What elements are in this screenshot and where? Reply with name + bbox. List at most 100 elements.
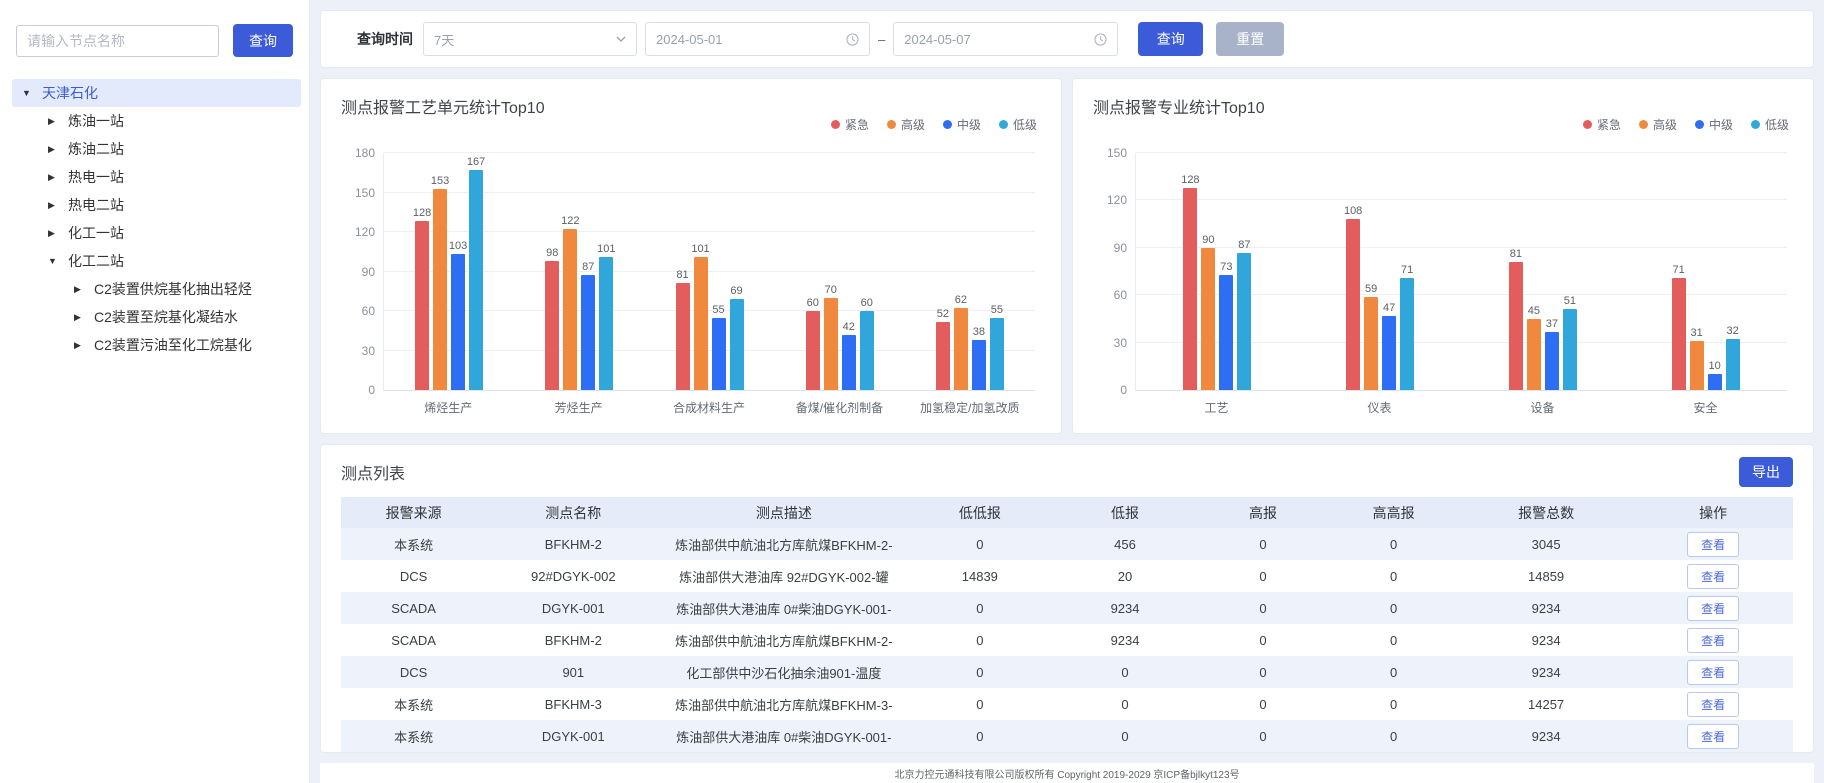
- table-column-header: 测点名称: [486, 497, 660, 528]
- table-cell: 0: [907, 656, 1052, 688]
- tree-item[interactable]: ▶ 热电一站: [12, 163, 301, 191]
- table-cell: 0: [1328, 688, 1459, 720]
- y-axis-tick-label: 150: [355, 186, 375, 200]
- table-cell: 0: [1052, 656, 1197, 688]
- view-button[interactable]: 查看: [1687, 660, 1739, 685]
- query-toolbar: 查询时间 7天 2024-05-01 – 2024-05-07 查询 重置: [320, 10, 1814, 68]
- date-from-value: 2024-05-01: [656, 32, 723, 47]
- table-cell: DGYK-001: [486, 592, 660, 624]
- table-cell: 0: [1328, 592, 1459, 624]
- tree-item[interactable]: ▼天津石化: [12, 79, 301, 107]
- tree-expand-icon[interactable]: ▶: [48, 172, 59, 183]
- main-content: 查询时间 7天 2024-05-01 – 2024-05-07 查询 重置 测点…: [310, 0, 1824, 783]
- bar-value-label: 122: [561, 215, 579, 227]
- chart-plot-area: 0306090120150128907387108594771814537517…: [1135, 153, 1787, 391]
- tree-item[interactable]: ▶C2装置至烷基化凝结水: [12, 303, 301, 331]
- chart-bar: 31: [1690, 341, 1704, 390]
- table-cell: 0: [1328, 624, 1459, 656]
- bar-value-label: 87: [1238, 239, 1250, 251]
- tree-item-label: 热电一站: [68, 167, 124, 187]
- legend-item[interactable]: 低级: [1751, 116, 1789, 133]
- bar-group: 128153103167: [384, 153, 514, 390]
- tree-collapse-icon[interactable]: ▼: [22, 88, 33, 98]
- chart-plot-area: 0306090120150180128153103167981228710181…: [383, 153, 1035, 391]
- clock-icon: [1094, 33, 1107, 46]
- tree-item[interactable]: ▼化工二站: [12, 247, 301, 275]
- table-column-header: 低报: [1052, 497, 1197, 528]
- tree-expand-icon[interactable]: ▶: [48, 200, 59, 211]
- view-button[interactable]: 查看: [1687, 724, 1739, 749]
- legend-item[interactable]: 低级: [999, 116, 1037, 133]
- legend-item[interactable]: 中级: [943, 116, 981, 133]
- node-search-input[interactable]: [16, 25, 219, 57]
- tree-item[interactable]: ▶C2装置供烷基化抽出轻烃: [12, 275, 301, 303]
- chart-bar: 47: [1382, 316, 1396, 390]
- date-from-input[interactable]: 2024-05-01: [645, 22, 870, 56]
- legend-item[interactable]: 紧急: [1583, 116, 1621, 133]
- table-cell: 炼油部供大港油库 92#DGYK-002-罐: [660, 560, 907, 592]
- bar-value-label: 59: [1365, 283, 1377, 295]
- table-header-row: 报警来源测点名称测点描述低低报低报高报高高报报警总数操作: [341, 497, 1793, 528]
- tree-item[interactable]: ▶ 炼油一站: [12, 107, 301, 135]
- table-cell: 0: [1328, 560, 1459, 592]
- table-cell-actions: 查看: [1633, 720, 1793, 752]
- legend-label: 紧急: [1597, 116, 1621, 133]
- view-button[interactable]: 查看: [1687, 692, 1739, 717]
- tree-item[interactable]: ▶ 化工一站: [12, 219, 301, 247]
- view-button[interactable]: 查看: [1687, 628, 1739, 653]
- tree-item[interactable]: ▶炼油二站: [12, 135, 301, 163]
- tree-expand-icon[interactable]: ▶: [48, 144, 59, 155]
- view-button[interactable]: 查看: [1687, 596, 1739, 621]
- table-row: 本系统BFKHM-3炼油部供中航油北方库航煤BFKHM-3-000014257查…: [341, 688, 1793, 720]
- tree-item-label: 化工一站: [68, 223, 124, 243]
- tree-expand-icon[interactable]: ▶: [48, 116, 59, 127]
- query-button[interactable]: 查询: [1138, 22, 1203, 56]
- tree-expand-icon[interactable]: ▶: [74, 340, 85, 351]
- bar-value-label: 51: [1564, 295, 1576, 307]
- legend-item[interactable]: 高级: [887, 116, 925, 133]
- tree-item-label: 热电二站: [68, 195, 124, 215]
- x-axis-category-label: 设备: [1461, 399, 1624, 416]
- bar-value-label: 52: [937, 308, 949, 320]
- tree-item[interactable]: ▶ 热电二站: [12, 191, 301, 219]
- legend-item[interactable]: 中级: [1695, 116, 1733, 133]
- tree-expand-icon[interactable]: ▶: [48, 228, 59, 239]
- table-cell: DGYK-001: [486, 720, 660, 752]
- bar-value-label: 73: [1220, 261, 1232, 273]
- tree-expand-icon[interactable]: ▶: [74, 284, 85, 295]
- x-axis-category-label: 仪表: [1298, 399, 1461, 416]
- x-axis-category-label: 备煤/催化剂制备: [774, 399, 904, 416]
- tree-collapse-icon[interactable]: ▼: [48, 256, 59, 266]
- bar-groups: 1281531031679812287101811015569607042605…: [384, 153, 1035, 390]
- tree-item-label: 炼油一站: [68, 111, 124, 131]
- legend-dot-icon: [1751, 120, 1760, 129]
- legend-dot-icon: [831, 120, 840, 129]
- date-to-input[interactable]: 2024-05-07: [893, 22, 1118, 56]
- x-axis-category-label: 烯烃生产: [383, 399, 513, 416]
- tree-expand-icon[interactable]: ▶: [74, 312, 85, 323]
- view-button[interactable]: 查看: [1687, 564, 1739, 589]
- chart-x-axis: 工艺仪表设备安全: [1135, 399, 1787, 416]
- reset-button[interactable]: 重置: [1216, 22, 1284, 56]
- legend-item[interactable]: 紧急: [831, 116, 869, 133]
- table-column-header: 测点描述: [660, 497, 907, 528]
- bar-value-label: 55: [991, 304, 1003, 316]
- export-button[interactable]: 导出: [1739, 457, 1793, 487]
- x-axis-category-label: 工艺: [1135, 399, 1298, 416]
- chart-bar: 87: [1237, 253, 1251, 390]
- bar-value-label: 37: [1546, 318, 1558, 330]
- legend-item[interactable]: 高级: [1639, 116, 1677, 133]
- table-cell: 0: [1198, 720, 1329, 752]
- node-search-button[interactable]: 查询: [233, 24, 293, 57]
- time-range-select[interactable]: 7天: [423, 22, 637, 56]
- chart-bar: 70: [824, 298, 838, 390]
- bar-value-label: 70: [825, 284, 837, 296]
- x-axis-category-label: 加氢稳定/加氢改质: [905, 399, 1035, 416]
- view-button[interactable]: 查看: [1687, 532, 1739, 557]
- tree-item[interactable]: ▶C2装置污油至化工烷基化: [12, 331, 301, 359]
- chart-bar: 60: [860, 311, 874, 390]
- bar-value-label: 42: [843, 321, 855, 333]
- bar-value-label: 45: [1528, 305, 1540, 317]
- bar-value-label: 101: [597, 243, 615, 255]
- table-cell-actions: 查看: [1633, 656, 1793, 688]
